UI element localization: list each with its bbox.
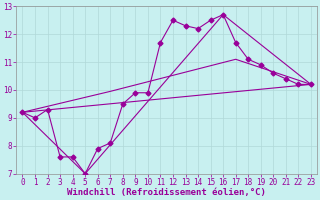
- X-axis label: Windchill (Refroidissement éolien,°C): Windchill (Refroidissement éolien,°C): [67, 188, 266, 197]
